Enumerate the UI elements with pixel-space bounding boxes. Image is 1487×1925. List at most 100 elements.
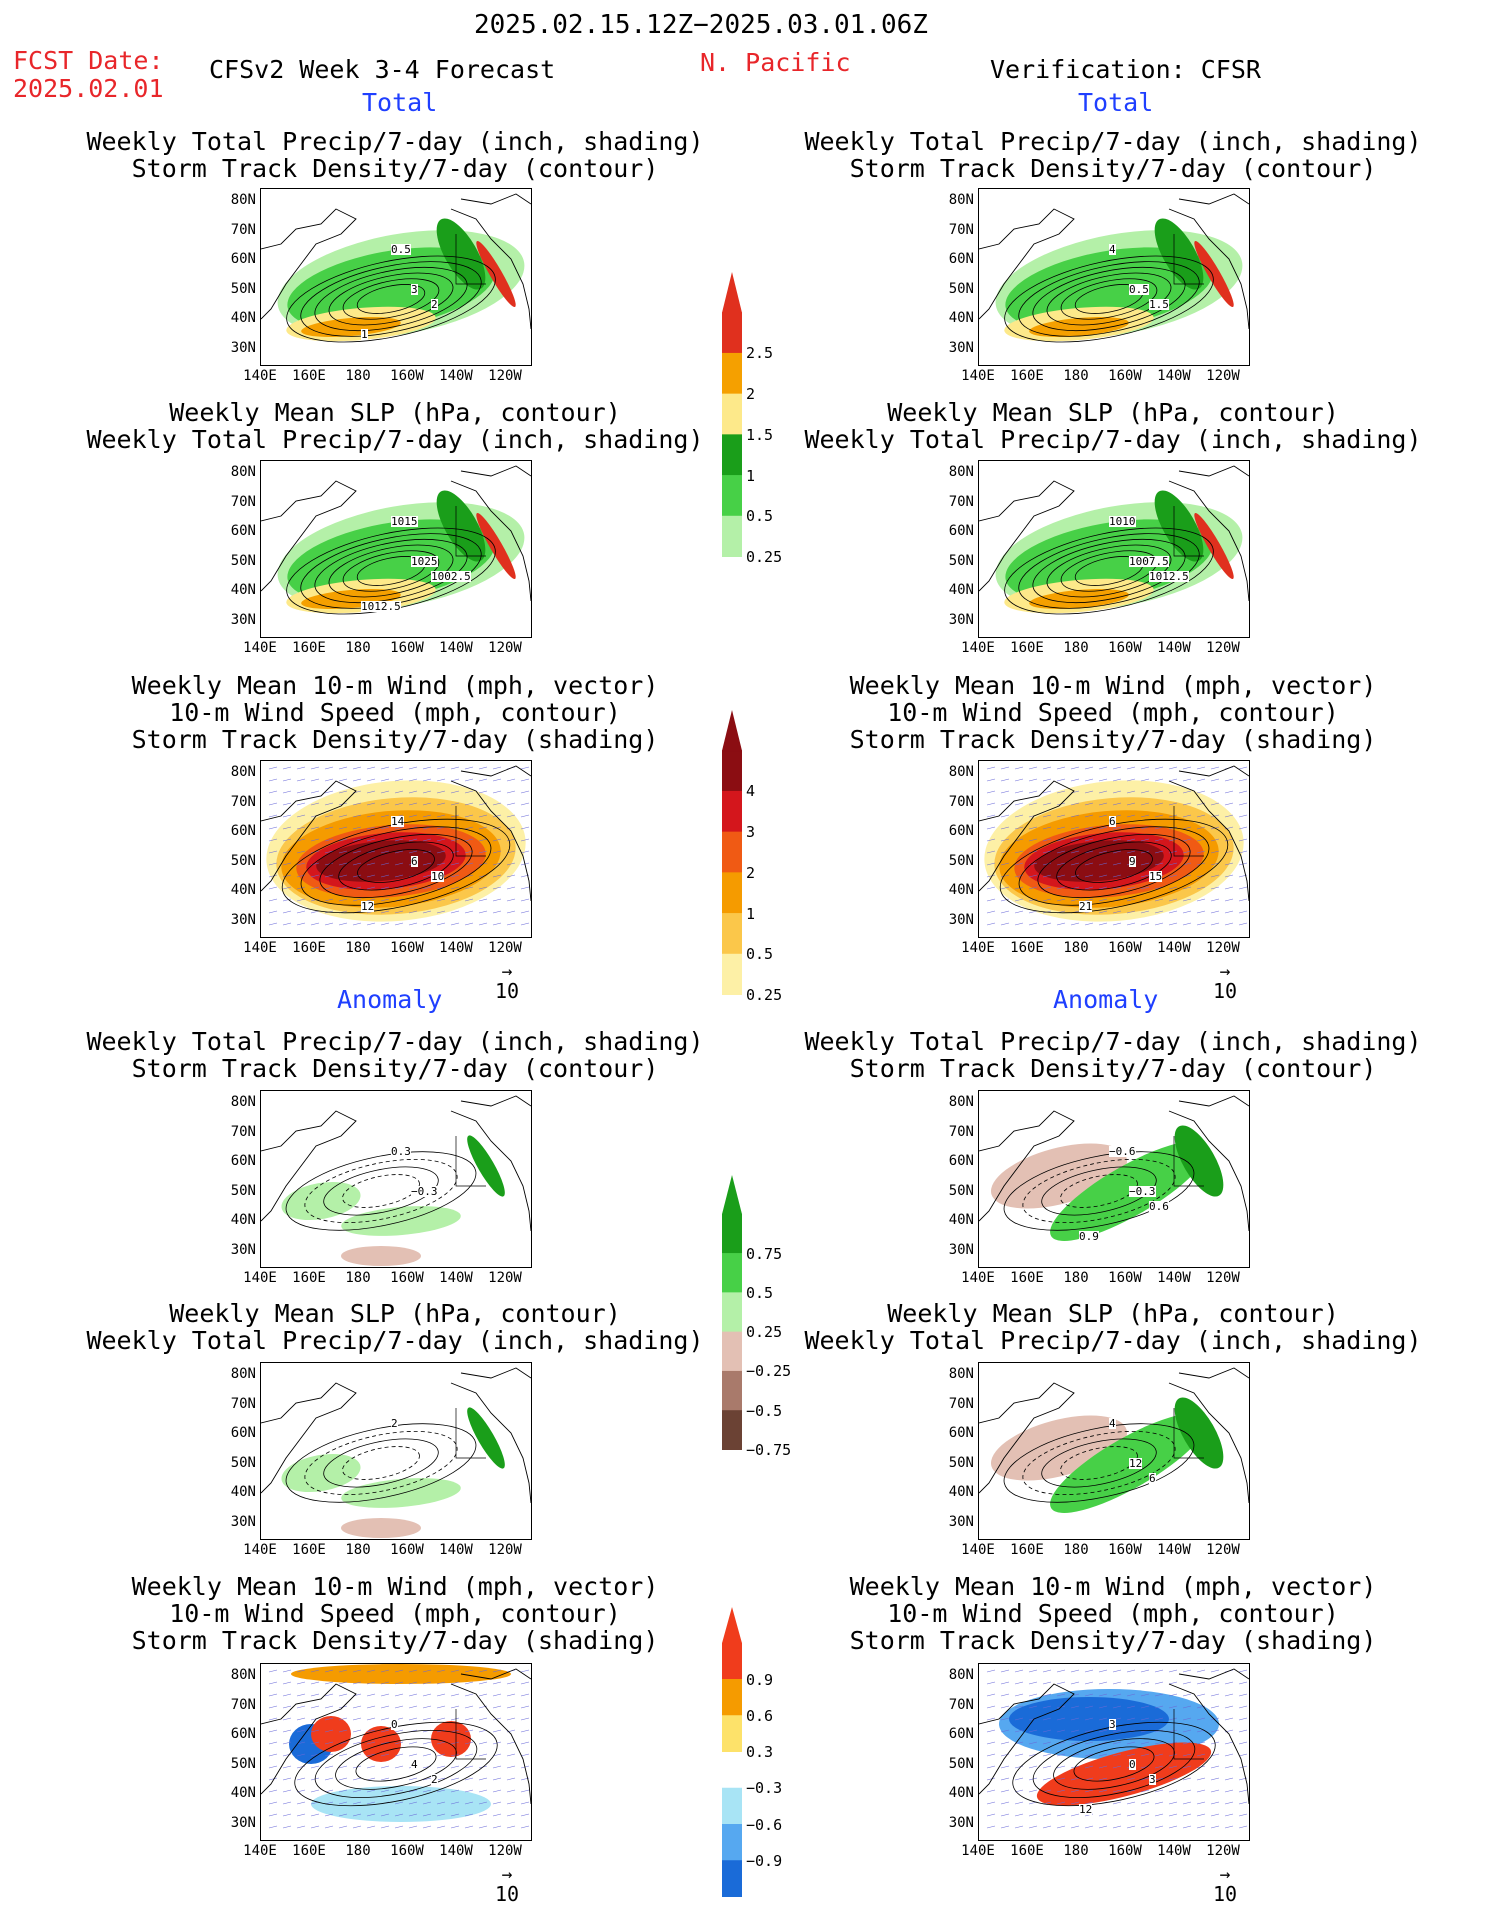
wind-vector [366, 1789, 376, 1793]
wind-vector [436, 778, 446, 782]
wind-vector [324, 766, 334, 770]
wind-vector [296, 1681, 306, 1685]
wind-vector [1028, 922, 1038, 926]
precip-shade-coastal-max [476, 512, 516, 580]
wind-vector [1084, 778, 1094, 782]
wind-vector [1056, 874, 1066, 878]
contour-line [1046, 272, 1172, 326]
wind-vector [380, 1717, 390, 1721]
wind-vector [1000, 1669, 1010, 1673]
wind-vector [324, 802, 334, 806]
wind-vector [464, 1717, 474, 1721]
contour-line [281, 818, 511, 914]
contour-line [342, 550, 440, 592]
lon-tick-label: 180 [345, 940, 371, 956]
wind-vector [1182, 814, 1192, 818]
wind-vector [492, 874, 502, 878]
wind-vector [352, 1789, 362, 1793]
contour-line [342, 278, 440, 320]
colorbar-label: −0.3 [746, 1779, 783, 1798]
wind-vector [492, 862, 502, 866]
wind-vector [1070, 862, 1080, 866]
colorbar-top-triangle [722, 1607, 742, 1644]
wind-vector [1140, 910, 1150, 914]
wind-vector [1168, 874, 1178, 878]
wind-vector [1042, 1825, 1052, 1829]
wind-vector [338, 1825, 348, 1829]
wind-vector [1224, 1681, 1234, 1685]
colorbar-label: 0.25 [746, 1323, 783, 1342]
contour-line [300, 261, 482, 337]
wind-vector [506, 922, 516, 926]
wind-vector [986, 1693, 996, 1697]
wind-vector [1084, 1717, 1094, 1721]
wind-vector [324, 874, 334, 878]
wind-vector [394, 838, 404, 842]
wind-vector [1084, 1753, 1094, 1757]
wind-vector [1000, 922, 1010, 926]
wind-vector [1168, 1825, 1178, 1829]
lat-tick-label: 80N [948, 1366, 974, 1382]
contour-label: 3 [411, 283, 418, 296]
wind-vector [338, 1693, 348, 1697]
precip-anom-wet-max [1174, 1397, 1224, 1469]
wind-vector [986, 838, 996, 842]
precip-shade-coastal [1154, 490, 1204, 562]
wind-vector [1224, 1765, 1234, 1769]
wind-vector [986, 826, 996, 830]
contour-label: 12 [1129, 1457, 1143, 1470]
wind-vector [1238, 790, 1248, 794]
lon-tick-label: 160W [1108, 640, 1142, 656]
precip-shade-coastal [436, 490, 486, 562]
wind-vector [1028, 886, 1038, 890]
wind-vector [1000, 898, 1010, 902]
wind-vector [282, 1801, 292, 1805]
lat-tick-label: 50N [948, 1755, 974, 1772]
colorbar-label: 4 [746, 782, 756, 801]
contour-line [304, 1158, 458, 1224]
lon-tick-label: 180 [1063, 940, 1089, 956]
wind-vector [380, 826, 390, 830]
lon-tick-label: 140E [243, 1542, 277, 1558]
wind-vector [436, 910, 446, 914]
north-america-coastline [450, 1095, 531, 1232]
border-line [455, 1408, 486, 1459]
wind-vector [1168, 766, 1178, 770]
wind-vector [1168, 922, 1178, 926]
wind-vector [1238, 766, 1248, 770]
wind-vector [450, 790, 460, 794]
wind-vector [296, 898, 306, 902]
wind-vector [1084, 922, 1094, 926]
wind-vector [1210, 1777, 1220, 1781]
wind-vector [1098, 790, 1108, 794]
wind-vector [1056, 1813, 1066, 1817]
wind-vector [352, 922, 362, 926]
wind-vector [338, 1765, 348, 1769]
colorbar-segment [721, 913, 743, 955]
lat-tick-label: 50N [230, 1755, 256, 1772]
lon-tick-label: 160W [1108, 368, 1142, 384]
wind-vector [492, 850, 502, 854]
wind-vector [1112, 1789, 1122, 1793]
wind-vector [366, 1741, 376, 1745]
wind-vector [492, 802, 502, 806]
wind-vector [1210, 874, 1220, 878]
wind-vector [310, 886, 320, 890]
wind-vector [282, 862, 292, 866]
contour-label: 1012.5 [1149, 570, 1189, 583]
lat-tick-label: 60N [948, 1425, 974, 1441]
contour-label: 1 [361, 328, 368, 341]
wind-vector [464, 778, 474, 782]
wind-vector [464, 1825, 474, 1829]
wind-vector [436, 1825, 446, 1829]
wind-vector [352, 874, 362, 878]
wind-vector [324, 1753, 334, 1757]
wind-vector [450, 1789, 460, 1793]
wind-vector [1224, 778, 1234, 782]
wind-vector [1140, 778, 1150, 782]
wind-vector [366, 898, 376, 902]
wind-vector [1098, 1741, 1108, 1745]
wind-vector [1000, 1693, 1010, 1697]
north-america-coastline [450, 465, 531, 602]
wind-vector [1028, 778, 1038, 782]
